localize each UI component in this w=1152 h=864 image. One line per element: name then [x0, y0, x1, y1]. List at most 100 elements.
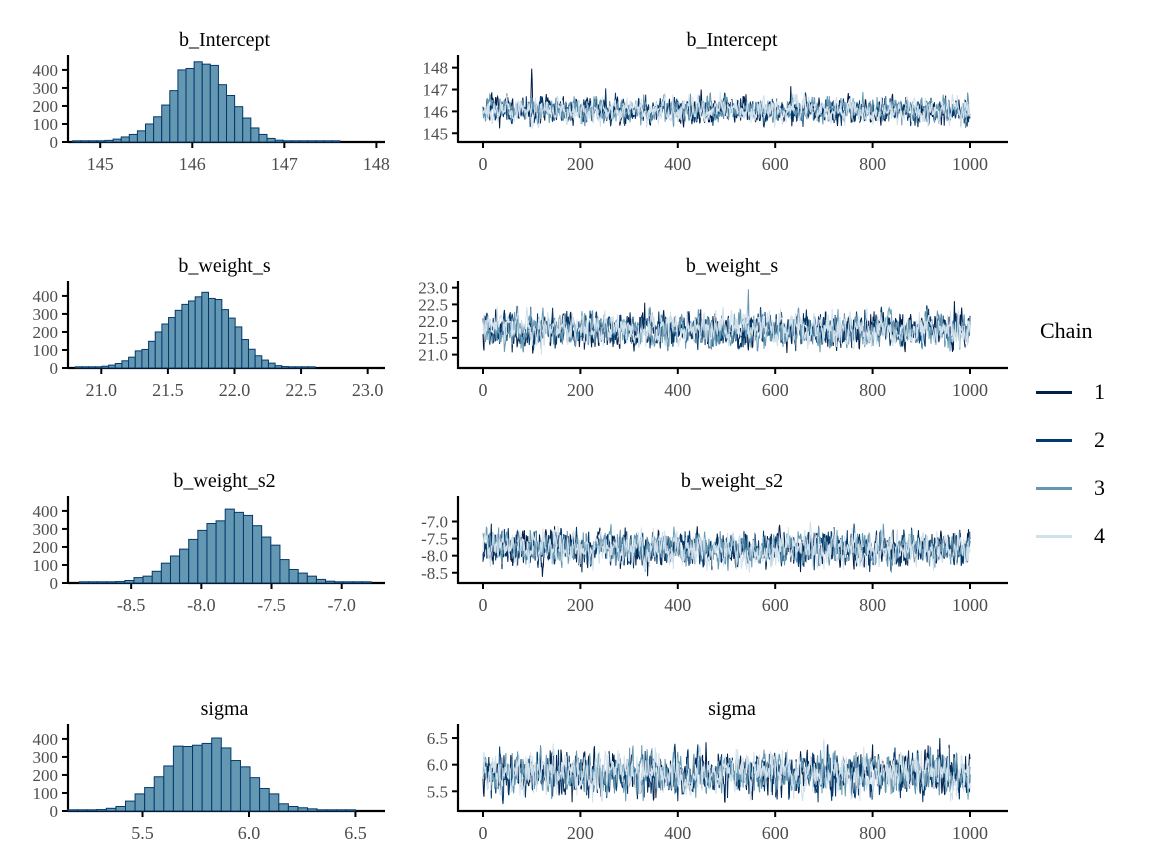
x-tick-label: 1000 [952, 595, 988, 615]
histogram-bar [315, 140, 325, 143]
histogram-bar [259, 787, 270, 812]
chain-legend: Chain 1 2 3 4 [1036, 318, 1148, 560]
histogram-bar [179, 548, 190, 584]
histogram-bar [145, 123, 155, 143]
trace-panel-b_weight_s2: b_weight_s2 -8.5-8.0-7.5-7.0 0 200 400 600 800… [421, 470, 1008, 615]
histogram-bar [197, 529, 208, 584]
legend-item-label: 2 [1094, 427, 1105, 452]
x-tick-label: 0 [479, 595, 488, 615]
histogram-bar [78, 581, 89, 584]
chain-4-color-swatch [1036, 534, 1072, 538]
histogram-bar [154, 331, 163, 369]
histogram-bar [80, 140, 90, 143]
histogram-bar [201, 291, 210, 369]
panel-title-b_weight_s2: b_weight_s2 [173, 470, 275, 492]
x-tick-label: 23.0 [352, 380, 384, 400]
histogram-bar [281, 366, 289, 369]
histogram-bar [242, 117, 252, 143]
x-tick-label: -7.0 [327, 595, 356, 615]
histogram-bar [124, 800, 136, 812]
histogram-bar [352, 581, 363, 584]
panel-title-sigma: sigma [708, 698, 756, 720]
histogram-bar [181, 303, 190, 369]
x-tick-label: 5.5 [131, 823, 154, 843]
y-tick-label: 0 [50, 574, 59, 593]
chain-2-color-swatch [1036, 438, 1072, 442]
panel-title-b_weight_s: b_weight_s [178, 255, 270, 277]
x-tick-label: 600 [762, 380, 789, 400]
histogram-bar [194, 296, 203, 369]
legend-items: 1 2 3 4 [1036, 368, 1148, 560]
histogram-bar [288, 568, 299, 584]
x-tick-label: 22.0 [219, 380, 251, 400]
histogram-bar [254, 355, 263, 369]
histogram-bar [188, 538, 199, 584]
histogram-bar [290, 140, 300, 143]
histogram-bar [279, 559, 290, 584]
x-tick-label: 145 [87, 154, 114, 174]
x-tick-label: 800 [859, 380, 886, 400]
y-tick-label: 200 [33, 538, 59, 557]
histogram-bar [241, 339, 249, 369]
x-tick-label: 22.5 [285, 380, 317, 400]
y-tick-label: 23.0 [418, 279, 448, 298]
histogram-bar [153, 116, 163, 143]
histogram-bar [233, 511, 244, 584]
histogram-bar [163, 765, 174, 812]
histogram-bar [201, 742, 213, 812]
y-tick-label: -8.0 [421, 547, 448, 566]
histogram-bar [249, 777, 261, 812]
y-tick-label: 21.5 [418, 329, 448, 348]
histogram-bar [315, 578, 327, 584]
histogram-bar [266, 137, 276, 143]
histogram-bar [294, 366, 303, 369]
chain-1-color-swatch [1036, 390, 1072, 394]
histogram-bar [169, 90, 179, 143]
histogram-bar [86, 809, 98, 812]
histogram-bar [261, 359, 269, 369]
y-tick-label: 100 [33, 115, 59, 134]
histogram-bar [208, 297, 216, 369]
x-tick-label: 200 [567, 823, 594, 843]
histogram-bar [114, 362, 123, 369]
y-tick-label: 400 [33, 287, 59, 306]
y-tick-label: 200 [33, 323, 59, 342]
histogram-bar [227, 317, 236, 369]
y-tick-label: 6.0 [427, 756, 448, 775]
y-tick-label: 300 [33, 79, 59, 98]
histogram-bar [306, 575, 317, 584]
x-tick-label: -7.5 [257, 595, 286, 615]
x-tick-label: 1000 [952, 823, 988, 843]
histogram-bar [136, 130, 147, 143]
histogram-bar [278, 803, 289, 812]
histogram-bar [214, 299, 223, 369]
y-tick-label: -7.5 [421, 530, 448, 549]
histogram-bar [172, 745, 184, 812]
chain-3-color-swatch [1036, 486, 1072, 490]
histogram-bar [124, 579, 135, 584]
histogram-bar [234, 326, 243, 369]
histogram-bar [104, 139, 114, 143]
histogram-bar [169, 555, 181, 584]
histogram-bar [274, 139, 284, 143]
legend-item-label: 3 [1094, 475, 1105, 500]
histogram-bar [151, 570, 162, 584]
x-tick-label: 0 [479, 154, 488, 174]
x-tick-label: 600 [762, 595, 789, 615]
histogram-bar [211, 737, 222, 812]
panel-title-b_weight_s: b_weight_s [686, 255, 778, 277]
x-tick-label: 21.0 [86, 380, 118, 400]
x-tick-label: 146 [179, 154, 206, 174]
histogram-bar [287, 366, 296, 369]
trace-panel-b_weight_s: b_weight_s 21.021.522.022.523.0 0 200 400 600… [418, 255, 1008, 400]
histogram-bar [174, 309, 183, 369]
histogram-bar [192, 744, 203, 812]
histogram-bar [94, 366, 103, 369]
histogram-bar [261, 536, 272, 584]
histogram-bar [307, 140, 317, 143]
x-tick-label: -8.0 [187, 595, 216, 615]
y-tick-label: 400 [33, 61, 59, 80]
histogram-bar [112, 138, 122, 143]
x-tick-label: 1000 [952, 154, 988, 174]
